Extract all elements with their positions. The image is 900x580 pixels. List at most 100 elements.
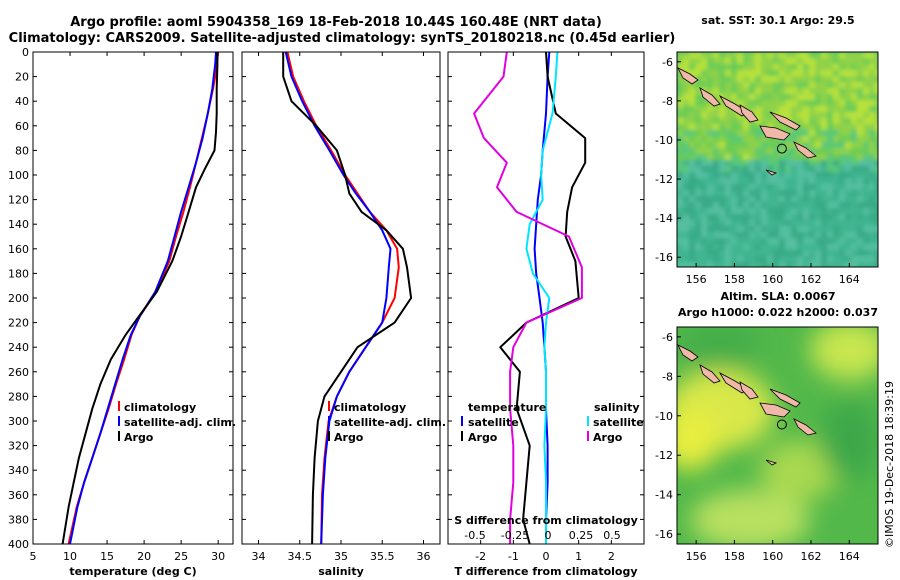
sst-cell [857, 88, 863, 94]
island-shape [769, 111, 801, 131]
sst-cell [755, 238, 761, 244]
sst-cell [827, 202, 833, 208]
sst-cell [713, 154, 719, 160]
sst-cell [773, 172, 779, 178]
sst-cell [875, 64, 878, 70]
sst-cell [785, 100, 791, 106]
sst-cell [863, 220, 869, 226]
sst-cell [797, 238, 803, 244]
sst-cell [815, 250, 821, 256]
sst-cell [767, 100, 773, 106]
sst-cell [761, 214, 767, 220]
sst-cell [833, 154, 839, 160]
sst-cell [821, 214, 827, 220]
sst-cell [875, 232, 878, 238]
sst-cell [725, 166, 731, 172]
sst-cell [719, 208, 725, 214]
map-y-tick-label: -8 [662, 95, 673, 108]
sst-cell [767, 232, 773, 238]
sst-cell [815, 256, 821, 262]
sst-cell [833, 76, 839, 82]
sst-cell [737, 124, 743, 130]
sst-cell [845, 214, 851, 220]
sst-cell [785, 220, 791, 226]
sst-cell [707, 220, 713, 226]
sst-cell [707, 184, 713, 190]
sst-cell [689, 220, 695, 226]
sst-cell [797, 112, 803, 118]
sst-cell [851, 160, 857, 166]
sst-cell [719, 184, 725, 190]
sst-cell [737, 220, 743, 226]
sst-cell [719, 190, 725, 196]
sst-cell [839, 130, 845, 136]
sst-cell [809, 184, 815, 190]
sst-cell [755, 166, 761, 172]
sst-cell [809, 142, 815, 148]
sst-cell [809, 178, 815, 184]
map-x-tick-label: 162 [801, 273, 822, 286]
sst-cell [839, 262, 845, 267]
difference-panel: -2 -1 0 1 2 T difference from climatology S … [447, 51, 645, 578]
sst-cell [701, 58, 707, 64]
sst-cell [695, 136, 701, 142]
sst-cell [683, 190, 689, 196]
sst-cell [803, 124, 809, 130]
sst-cell [779, 148, 785, 154]
sst-cell [689, 112, 695, 118]
sst-cell [755, 118, 761, 124]
sst-cell [737, 232, 743, 238]
sst-cell [773, 154, 779, 160]
sst-cell [815, 94, 821, 100]
sst-cell [779, 196, 785, 202]
sst-cell [809, 106, 815, 112]
sst-cell [791, 130, 797, 136]
sst-cell [845, 244, 851, 250]
y-tick-label: 20 [15, 71, 29, 84]
sst-cell [749, 106, 755, 112]
sst-cell [827, 208, 833, 214]
sst-cell [833, 64, 839, 70]
sst-cell [677, 232, 683, 238]
sst-cell [737, 202, 743, 208]
sst-cell [851, 208, 857, 214]
sst-cell [833, 112, 839, 118]
sst-cell [815, 214, 821, 220]
sst-cell [713, 220, 719, 226]
sst-cell [809, 58, 815, 64]
sst-cell [821, 232, 827, 238]
series-line-t-satellite [533, 52, 551, 544]
sst-cell [689, 166, 695, 172]
sst-cell [863, 64, 869, 70]
sst-cell [797, 118, 803, 124]
sla-blob [760, 440, 840, 500]
sst-cell [731, 148, 737, 154]
sst-cell [863, 58, 869, 64]
sst-cell [845, 148, 851, 154]
sst-cell [857, 250, 863, 256]
sst-cell [839, 250, 845, 256]
sst-cell [749, 94, 755, 100]
sst-cell [755, 64, 761, 70]
sst-cell [707, 214, 713, 220]
sst-cell [875, 52, 878, 58]
sst-cell [737, 226, 743, 232]
sst-cell [677, 70, 683, 76]
sst-cell [719, 76, 725, 82]
sst-cell [683, 142, 689, 148]
sst-cell [839, 64, 845, 70]
sst-cell [731, 112, 737, 118]
sst-cell [749, 136, 755, 142]
x-tick-label: 34.5 [288, 550, 313, 563]
sst-cell [857, 244, 863, 250]
sst-cell [863, 172, 869, 178]
sst-cell [767, 166, 773, 172]
sst-cell [863, 190, 869, 196]
sst-cell [833, 244, 839, 250]
sst-cell [707, 112, 713, 118]
sst-cell [785, 262, 791, 267]
sst-cell [749, 190, 755, 196]
sst-cell [677, 190, 683, 196]
series-line-argo [61, 52, 219, 544]
y-tick-label: 320 [8, 440, 29, 453]
